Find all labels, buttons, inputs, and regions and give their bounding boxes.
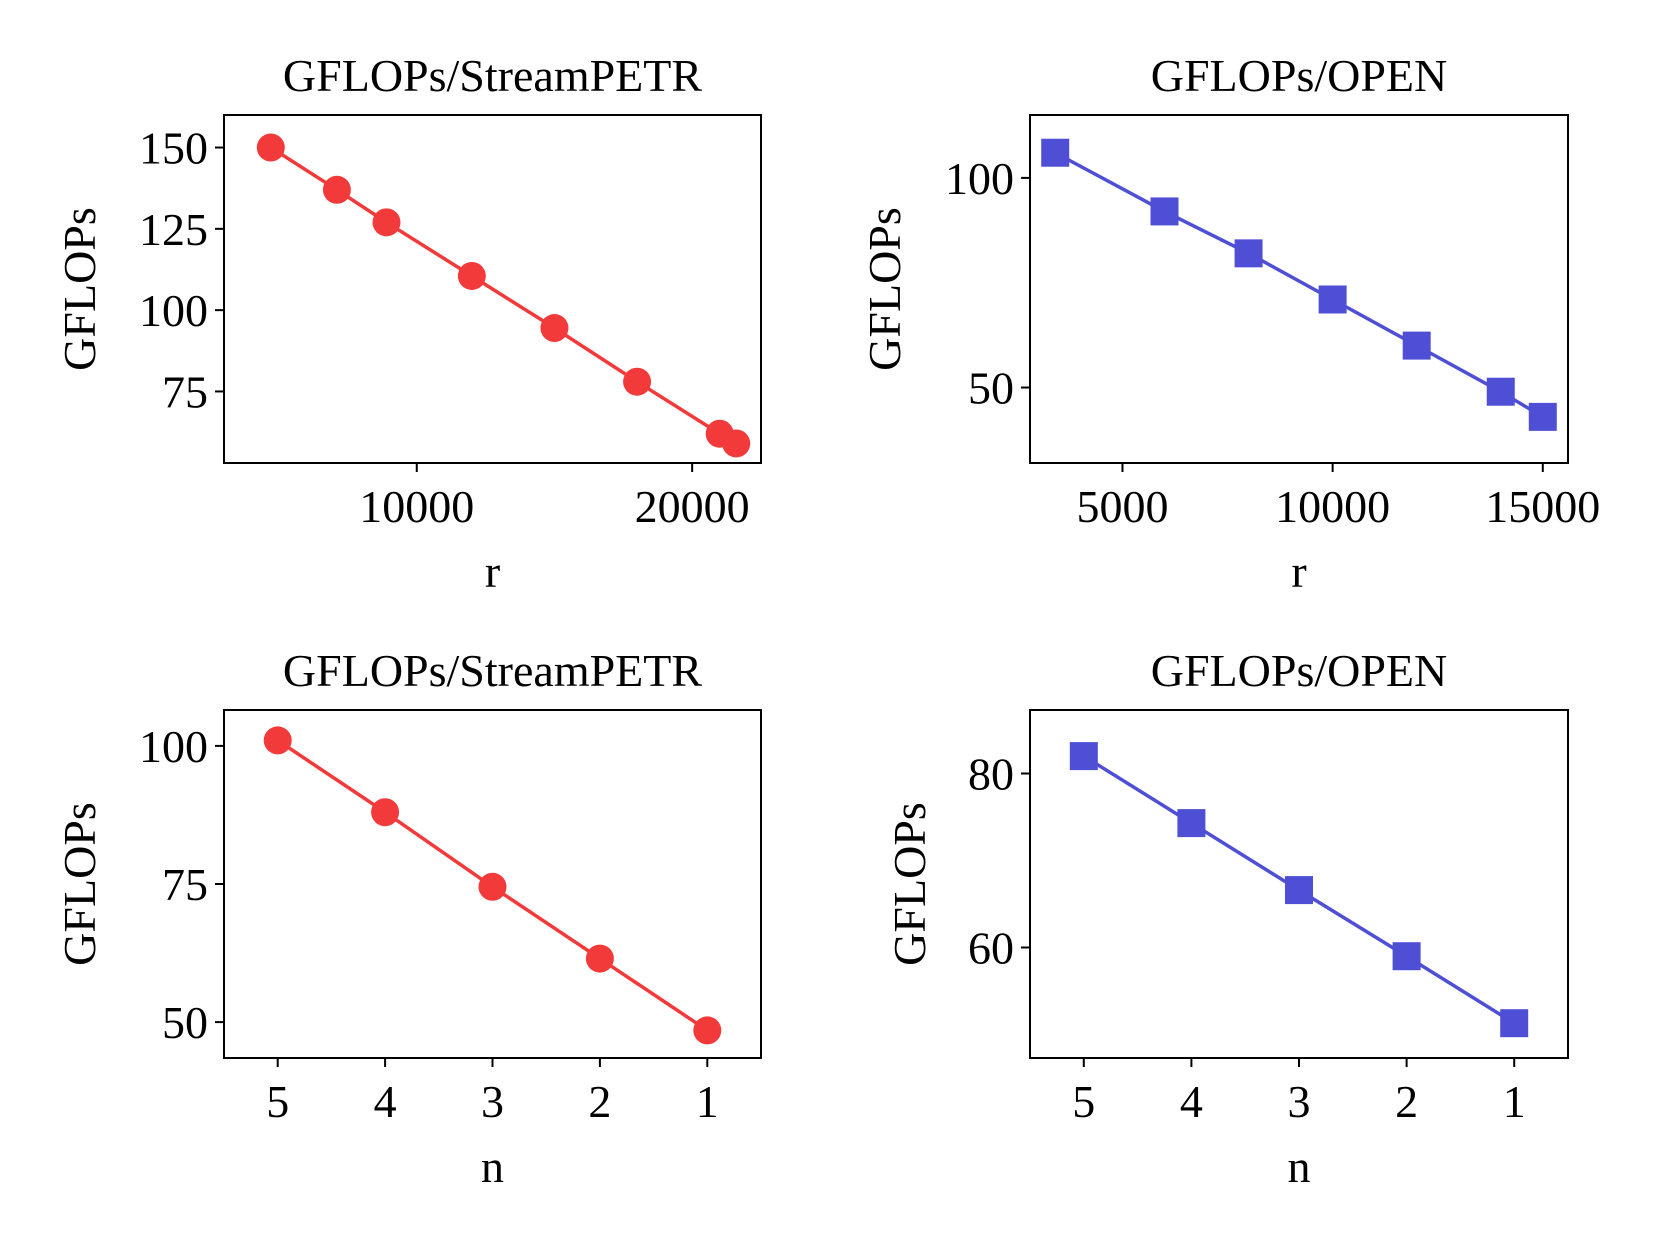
data-point-marker: [1150, 197, 1179, 226]
y-tick-label: 100: [139, 285, 208, 336]
plot-frame: [223, 709, 762, 1059]
x-tick-label: 20000: [635, 481, 750, 532]
y-tick-label: 100: [945, 153, 1014, 204]
y-tick-label: 50: [162, 997, 208, 1048]
x-tick-label: 15000: [1485, 481, 1600, 532]
x-tick-label: 1: [696, 1076, 719, 1127]
x-axis-label: n: [481, 1141, 504, 1192]
chart-panel-1: GFLOPs/StreamPETR r GFLOPs 10000 20000 75 100 1…: [54, 50, 762, 597]
data-point-marker: [457, 261, 486, 290]
y-tick-label: 75: [162, 366, 208, 417]
data-point-marker: [623, 367, 652, 396]
plot-frame: [1029, 114, 1569, 464]
data-point-marker: [585, 944, 614, 973]
x-tick-label: 4: [1180, 1076, 1203, 1127]
y-tick-label: 80: [968, 749, 1014, 800]
y-axis-label: GFLOPs: [54, 207, 105, 371]
chart-title: GFLOPs/StreamPETR: [283, 50, 702, 101]
y-tick-label: 60: [968, 923, 1014, 974]
data-point-marker: [1486, 377, 1515, 406]
x-tick-label: 10000: [1275, 481, 1390, 532]
y-tick-label: 75: [162, 859, 208, 910]
chart-panel-3: GFLOPs/StreamPETR n GFLOPs 5 4 3 2 1 50 75 100: [54, 645, 762, 1192]
data-point-marker: [722, 429, 751, 458]
x-tick-label: 4: [374, 1076, 397, 1127]
chart-title: GFLOPs/OPEN: [1151, 645, 1448, 696]
data-point-marker: [1402, 331, 1431, 360]
data-point-marker: [322, 175, 351, 204]
data-point-marker: [1318, 285, 1347, 314]
data-point-marker: [1285, 876, 1313, 905]
x-tick-label: 2: [1395, 1076, 1418, 1127]
data-point-marker: [1069, 742, 1098, 771]
y-axis-label: GFLOPs: [859, 207, 910, 371]
x-tick-label: 10000: [359, 481, 474, 532]
data-point-marker: [1234, 239, 1263, 268]
y-tick-label: 125: [139, 204, 208, 255]
x-tick-label: 5: [266, 1076, 289, 1127]
y-tick-label: 100: [139, 721, 208, 772]
plot-frame: [1029, 709, 1569, 1059]
x-axis-label: r: [1291, 546, 1306, 597]
x-tick-label: 5: [1072, 1076, 1095, 1127]
chart-panel-2: GFLOPs/OPEN r GFLOPs 5000 10000 15000 50 100: [859, 50, 1600, 597]
y-axis-label: GFLOPs: [884, 802, 935, 966]
data-point-marker: [1500, 1009, 1529, 1038]
data-point-marker: [1041, 138, 1070, 167]
chart-title: GFLOPs/OPEN: [1151, 50, 1448, 101]
data-point-marker: [371, 798, 400, 827]
data-point-marker: [372, 208, 401, 237]
x-tick-label: 3: [481, 1076, 504, 1127]
data-point-marker: [1392, 942, 1421, 971]
data-point-marker: [1528, 402, 1557, 431]
x-axis-label: r: [485, 546, 500, 597]
data-point-marker: [1177, 809, 1206, 838]
chart-title: GFLOPs/StreamPETR: [283, 645, 702, 696]
x-tick-label: 3: [1288, 1076, 1311, 1127]
data-point-marker: [693, 1016, 722, 1045]
data-point-marker: [478, 872, 507, 901]
y-axis-label: GFLOPs: [54, 802, 105, 966]
data-point-marker: [263, 726, 292, 755]
x-tick-label: 1: [1503, 1076, 1526, 1127]
x-tick-label: 2: [588, 1076, 611, 1127]
y-tick-label: 150: [139, 123, 208, 174]
x-axis-label: n: [1288, 1141, 1311, 1192]
plot-frame: [223, 114, 762, 464]
x-tick-label: 5000: [1076, 481, 1168, 532]
chart-panel-4: GFLOPs/OPEN n GFLOPs 5 4 3 2 1 60 80: [884, 645, 1569, 1192]
y-tick-label: 50: [968, 363, 1014, 414]
data-point-marker: [540, 314, 569, 343]
data-point-marker: [256, 133, 285, 162]
series-line-open: [1054, 151, 1544, 419]
